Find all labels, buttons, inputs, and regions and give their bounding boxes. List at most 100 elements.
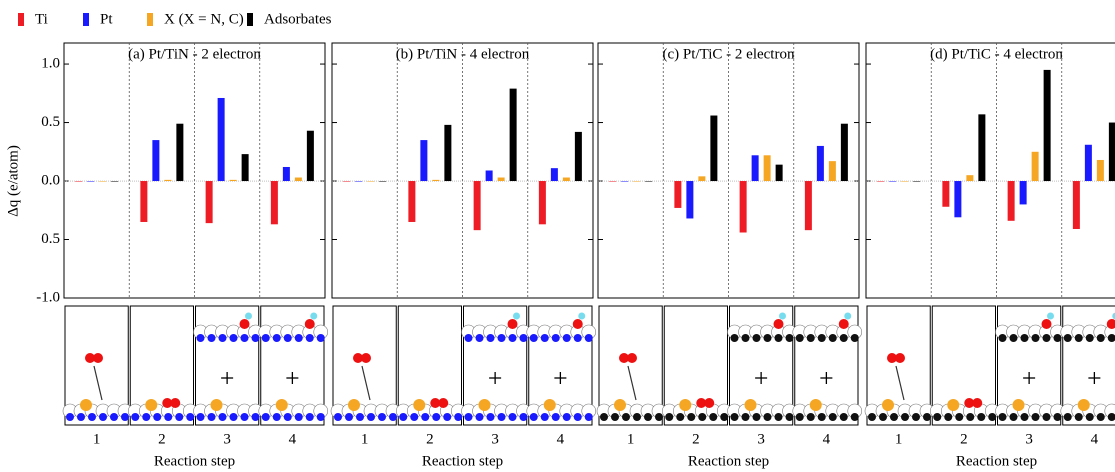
atom-small: [356, 413, 364, 421]
h-atom: [310, 312, 318, 320]
atom-x: [1012, 399, 1025, 411]
panel-title: (b) Pt/TiN - 4 electron: [396, 46, 530, 62]
o-atom: [895, 353, 905, 363]
atom-small: [305, 334, 314, 342]
atom-small: [131, 413, 140, 421]
bar: [140, 181, 148, 222]
atom-small: [153, 413, 162, 421]
bar: [550, 168, 558, 182]
atom-small: [665, 413, 674, 421]
atom-small: [1085, 413, 1094, 421]
o-atom: [627, 353, 637, 363]
atom-small: [817, 413, 826, 421]
legend-label: Ti: [35, 11, 48, 27]
atom-small: [730, 334, 739, 342]
atom-small: [1053, 334, 1062, 342]
atom-small: [687, 413, 696, 421]
atom-small: [850, 334, 859, 342]
bar: [306, 130, 314, 182]
bar: [828, 161, 836, 182]
legend-swatch: [83, 13, 89, 26]
atom-small: [850, 413, 859, 421]
atom-small: [901, 413, 909, 421]
bar: [621, 181, 629, 182]
bar: [686, 181, 694, 219]
o-atom: [773, 319, 784, 329]
atom-small: [1009, 413, 1018, 421]
bar: [966, 175, 974, 182]
atom-x: [744, 399, 757, 411]
bar: [1019, 181, 1027, 205]
atom-small: [966, 413, 975, 421]
atom-x: [210, 399, 223, 411]
atom-small: [912, 413, 920, 421]
legend-label: Pt: [100, 11, 113, 27]
bar: [609, 181, 617, 182]
x-tick-label: 3: [223, 431, 231, 447]
x-tick-label: 1: [361, 431, 369, 447]
x-tick-label: 4: [823, 431, 831, 447]
bar: [913, 181, 921, 182]
x-tick-label: 1: [627, 431, 635, 447]
bar: [282, 166, 290, 182]
atom-small: [573, 334, 582, 342]
bar: [355, 181, 363, 182]
atom-small: [1042, 413, 1051, 421]
x-tick-label: 4: [1091, 431, 1099, 447]
bar: [176, 123, 184, 182]
atom-small: [1009, 334, 1018, 342]
arrow: [361, 365, 371, 401]
atom-x: [614, 399, 626, 411]
structure-image: [864, 305, 935, 426]
x-tick-label: 4: [557, 431, 565, 447]
o-atom: [507, 319, 518, 329]
atom-small: [868, 413, 876, 421]
atom-small: [1074, 413, 1083, 421]
atom-x: [882, 399, 894, 411]
atom-small: [367, 413, 375, 421]
h-atom: [578, 312, 586, 320]
bar: [763, 155, 771, 182]
bar: [633, 181, 641, 182]
h-atom: [844, 312, 852, 320]
x-tick-label: 1: [93, 431, 101, 447]
atom-small: [839, 413, 848, 421]
atom-x: [1077, 399, 1090, 411]
x-tick-label: 3: [1025, 431, 1033, 447]
atom-small: [497, 413, 506, 421]
atom-small: [529, 413, 538, 421]
atom-small: [720, 413, 729, 421]
bar: [420, 140, 428, 182]
atom-small: [890, 413, 898, 421]
atom-small: [345, 413, 353, 421]
structure-image: [193, 305, 263, 426]
atom-small: [923, 413, 931, 421]
legend-swatch: [247, 13, 253, 26]
structure-image: [461, 305, 531, 426]
bar: [710, 115, 718, 182]
atom-x: [679, 399, 692, 411]
atom-small: [998, 334, 1007, 342]
bar: [1108, 122, 1115, 182]
bar: [1007, 181, 1015, 221]
legend-swatch: [147, 13, 153, 26]
x-tick-label: 3: [757, 431, 765, 447]
structure-image: [995, 305, 1065, 426]
o-atom: [887, 353, 897, 363]
atom-small: [229, 334, 238, 342]
panel-title: (a) Pt/TiN - 2 electron: [128, 46, 261, 62]
atom-small: [378, 413, 386, 421]
bar: [270, 181, 278, 225]
atom-small: [529, 334, 538, 342]
x-axis-label: Reaction step: [956, 453, 1037, 469]
bar: [408, 181, 416, 222]
atom-small: [551, 413, 560, 421]
atom-small: [785, 413, 794, 421]
bar: [978, 114, 986, 182]
atom-small: [763, 413, 772, 421]
bar: [229, 179, 237, 182]
bar: [751, 155, 759, 182]
atom-small: [261, 413, 270, 421]
bar: [877, 181, 885, 182]
y-tick-label: 0.5: [41, 114, 60, 130]
